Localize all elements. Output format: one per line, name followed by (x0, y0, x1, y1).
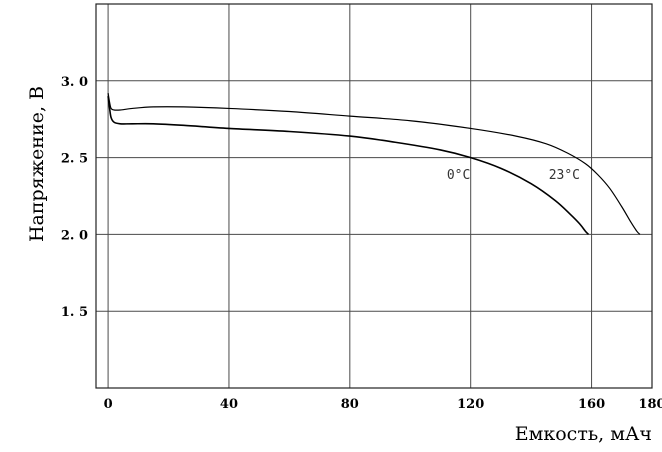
y-tick-label: 2. 0 (61, 228, 88, 243)
tick-labels: 0 40 80 120 160 180 1. 5 2. 0 2. 5 3. 0 (61, 75, 662, 412)
x-tick-label: 40 (220, 397, 238, 412)
series-line-1 (107, 96, 590, 235)
grid (96, 4, 652, 388)
y-tick-label: 1. 5 (61, 305, 88, 320)
series-lines (107, 92, 641, 235)
x-axis-title: Емкость, мАч (515, 423, 652, 445)
series-labels: 0°C 23°C (447, 168, 580, 183)
x-tick-label: 180 (638, 397, 662, 412)
y-tick-label: 3. 0 (61, 75, 88, 90)
plot-border (95, 3, 653, 389)
y-axis-title: Напряжение, В (26, 86, 48, 242)
series-label-1: 0°C (447, 168, 470, 183)
y-tick-label: 2. 5 (61, 152, 88, 167)
x-tick-label: 80 (341, 397, 359, 412)
series-line-2 (107, 92, 641, 235)
series-label-2: 23°C (549, 168, 580, 183)
x-tick-label: 0 (104, 397, 113, 412)
x-tick-label: 120 (457, 397, 484, 412)
x-tick-label: 160 (578, 397, 605, 412)
plot-frame (95, 3, 653, 389)
